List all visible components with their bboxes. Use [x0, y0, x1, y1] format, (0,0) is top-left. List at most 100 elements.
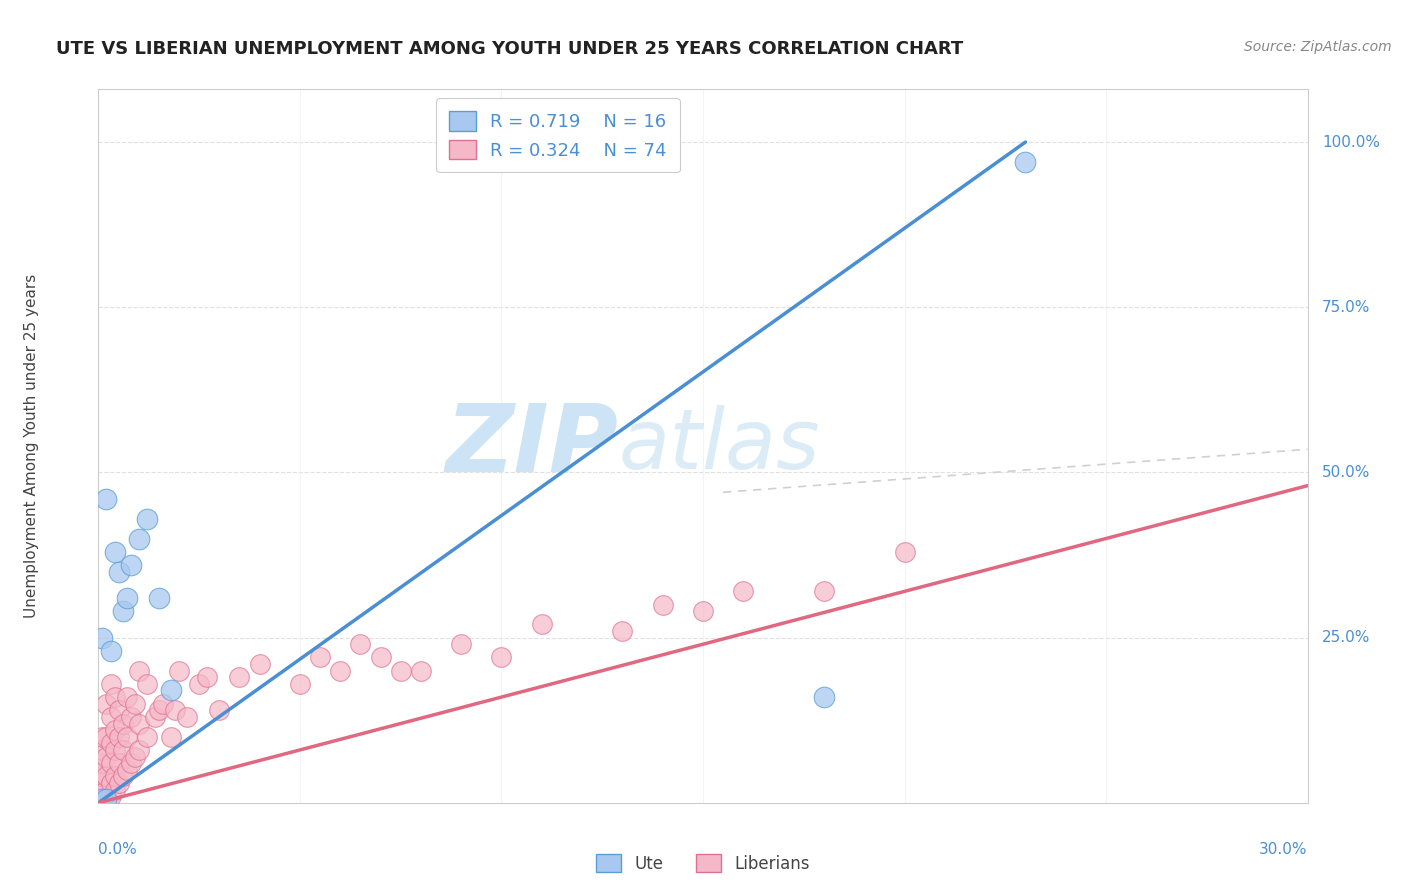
Point [176, 710, 198, 724]
Point [91, 756, 114, 771]
Text: Source: ZipAtlas.com: Source: ZipAtlas.com [1244, 40, 1392, 54]
Point [1014, 154, 1036, 169]
Point [389, 664, 412, 678]
Point [103, 690, 125, 704]
Point [107, 756, 129, 771]
Point [100, 644, 122, 658]
Text: atlas: atlas [619, 406, 820, 486]
Point [96, 749, 118, 764]
Point [370, 650, 392, 665]
Point [91, 769, 114, 783]
Point [100, 710, 122, 724]
Point [128, 664, 150, 678]
Text: 50.0%: 50.0% [1322, 465, 1371, 480]
Point [813, 584, 835, 599]
Point [111, 716, 134, 731]
Point [409, 664, 432, 678]
Point [96, 491, 118, 506]
Point [103, 545, 125, 559]
Point [120, 710, 142, 724]
Point [107, 730, 129, 744]
Point [96, 769, 118, 783]
Point [111, 769, 134, 783]
Point [450, 637, 472, 651]
Text: 30.0%: 30.0% [1260, 842, 1308, 857]
Point [96, 792, 118, 806]
Point [100, 776, 122, 790]
Text: ZIP: ZIP [446, 400, 619, 492]
Point [100, 677, 122, 691]
Point [103, 769, 125, 783]
Point [91, 782, 114, 797]
Point [228, 670, 250, 684]
Point [91, 792, 114, 806]
Text: UTE VS LIBERIAN UNEMPLOYMENT AMONG YOUTH UNDER 25 YEARS CORRELATION CHART: UTE VS LIBERIAN UNEMPLOYMENT AMONG YOUTH… [56, 40, 963, 58]
Point [103, 782, 125, 797]
Point [124, 697, 146, 711]
Text: 100.0%: 100.0% [1322, 135, 1381, 150]
Point [107, 776, 129, 790]
Point [91, 743, 114, 757]
Point [96, 697, 118, 711]
Point [115, 591, 138, 605]
Point [103, 743, 125, 757]
Point [163, 703, 186, 717]
Point [91, 730, 114, 744]
Point [91, 790, 114, 805]
Point [135, 677, 157, 691]
Point [651, 598, 673, 612]
Point [188, 677, 211, 691]
Point [115, 730, 138, 744]
Point [733, 584, 755, 599]
Point [160, 683, 183, 698]
Point [135, 511, 157, 525]
Point [103, 723, 125, 738]
Point [249, 657, 271, 671]
Point [100, 756, 122, 771]
Point [160, 730, 183, 744]
Point [491, 650, 513, 665]
Point [128, 716, 150, 731]
Point [208, 703, 231, 717]
Point [893, 545, 915, 559]
Point [111, 743, 134, 757]
Point [100, 789, 122, 804]
Point [115, 763, 138, 777]
Point [195, 670, 218, 684]
Point [692, 604, 714, 618]
Text: 75.0%: 75.0% [1322, 300, 1371, 315]
Point [91, 788, 114, 802]
Point [128, 532, 150, 546]
Point [530, 617, 553, 632]
Point [96, 782, 118, 797]
Point [309, 650, 332, 665]
Point [128, 743, 150, 757]
Point [91, 776, 114, 790]
Point [124, 749, 146, 764]
Point [612, 624, 634, 638]
Point [91, 631, 114, 645]
Point [120, 756, 142, 771]
Point [167, 664, 190, 678]
Point [91, 792, 114, 806]
Text: 25.0%: 25.0% [1322, 630, 1371, 645]
Point [813, 690, 835, 704]
Point [91, 786, 114, 800]
Point [107, 703, 129, 717]
Point [288, 677, 311, 691]
Point [120, 558, 142, 572]
Point [329, 664, 352, 678]
Legend: Ute, Liberians: Ute, Liberians [589, 847, 817, 880]
Text: 0.0%: 0.0% [98, 842, 138, 857]
Legend: R = 0.719    N = 16, R = 0.324    N = 74: R = 0.719 N = 16, R = 0.324 N = 74 [436, 98, 679, 172]
Point [107, 565, 129, 579]
Point [100, 736, 122, 750]
Text: Unemployment Among Youth under 25 years: Unemployment Among Youth under 25 years [24, 274, 39, 618]
Point [349, 637, 371, 651]
Point [135, 730, 157, 744]
Point [111, 604, 134, 618]
Point [148, 703, 170, 717]
Point [96, 730, 118, 744]
Point [143, 710, 166, 724]
Point [96, 792, 118, 806]
